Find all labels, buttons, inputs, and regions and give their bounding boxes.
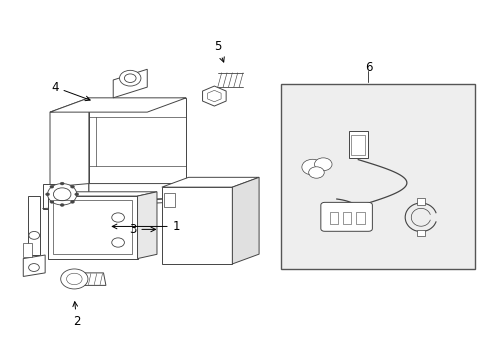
- Bar: [162, 187, 232, 264]
- Polygon shape: [47, 192, 157, 196]
- Circle shape: [66, 273, 82, 285]
- Text: 4: 4: [51, 81, 90, 101]
- Bar: [53, 201, 131, 254]
- Circle shape: [301, 159, 323, 175]
- Circle shape: [29, 264, 39, 271]
- Polygon shape: [207, 90, 221, 102]
- Text: 6: 6: [364, 61, 371, 74]
- Polygon shape: [202, 86, 225, 106]
- Polygon shape: [50, 98, 89, 202]
- Polygon shape: [162, 177, 259, 187]
- Bar: [416, 198, 424, 205]
- Text: 1: 1: [112, 220, 180, 233]
- Bar: [23, 243, 32, 257]
- Bar: [342, 212, 351, 224]
- Polygon shape: [74, 273, 106, 285]
- Circle shape: [314, 158, 331, 171]
- Circle shape: [119, 70, 141, 86]
- Polygon shape: [113, 69, 147, 98]
- Circle shape: [29, 231, 40, 239]
- Bar: [351, 135, 365, 155]
- Circle shape: [50, 185, 54, 188]
- Circle shape: [60, 182, 64, 185]
- Bar: [329, 212, 338, 224]
- Polygon shape: [137, 192, 157, 258]
- Text: 3: 3: [129, 223, 155, 236]
- Polygon shape: [89, 184, 186, 202]
- Circle shape: [50, 201, 54, 203]
- Circle shape: [75, 193, 79, 196]
- Polygon shape: [50, 98, 186, 112]
- Circle shape: [308, 167, 324, 178]
- Circle shape: [45, 193, 49, 196]
- Circle shape: [70, 185, 74, 188]
- Polygon shape: [47, 184, 89, 205]
- Bar: [47, 196, 137, 258]
- Circle shape: [124, 74, 136, 82]
- Circle shape: [61, 269, 88, 289]
- FancyBboxPatch shape: [320, 202, 372, 231]
- Bar: [355, 212, 364, 224]
- Bar: [28, 196, 40, 255]
- Circle shape: [47, 184, 77, 205]
- Bar: [281, 84, 474, 269]
- Bar: [416, 230, 424, 236]
- Text: 5: 5: [214, 40, 224, 62]
- Circle shape: [53, 188, 71, 201]
- Bar: [164, 193, 175, 207]
- Circle shape: [70, 201, 74, 203]
- Polygon shape: [42, 184, 64, 208]
- Circle shape: [112, 238, 124, 247]
- Polygon shape: [50, 98, 186, 112]
- Polygon shape: [232, 177, 259, 264]
- Circle shape: [112, 213, 124, 222]
- Text: 2: 2: [73, 302, 81, 328]
- Polygon shape: [89, 98, 186, 187]
- Polygon shape: [23, 255, 45, 276]
- Bar: [348, 131, 367, 158]
- Circle shape: [60, 203, 64, 206]
